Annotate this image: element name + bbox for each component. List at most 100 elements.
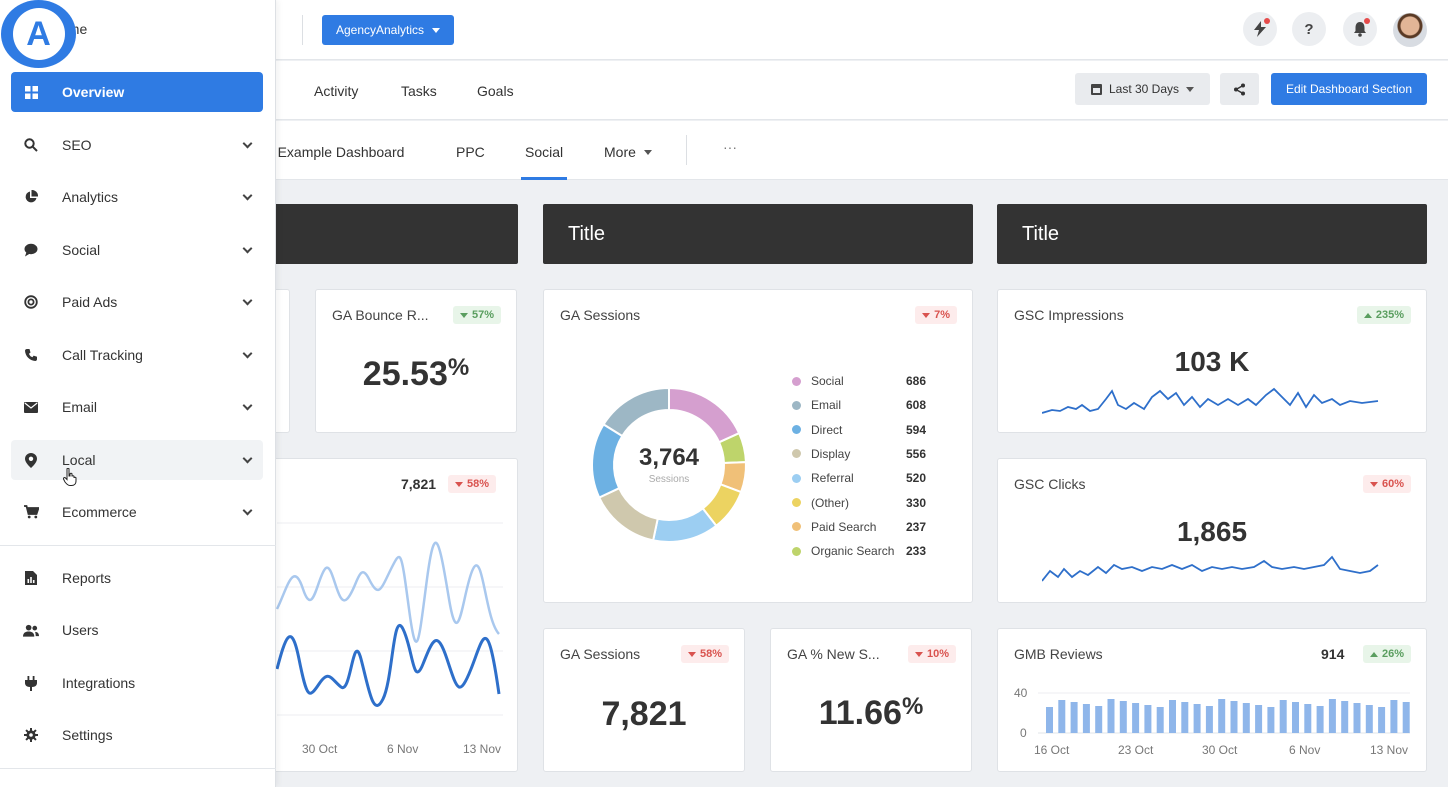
legend-swatch (792, 425, 801, 435)
chat-bubble-icon (23, 242, 39, 258)
user-avatar[interactable] (1393, 13, 1427, 47)
subtab-example-dashboard[interactable]: et Example Dashboard (262, 144, 405, 160)
trend-up-icon (1369, 651, 1378, 657)
date-range-button[interactable]: Last 30 Days (1075, 73, 1210, 105)
subtab-more-label: More (604, 144, 636, 160)
change-badge: 235% (1356, 306, 1411, 324)
ga-sessions-donut-card: GA Sessions 7% 3,764 Sessions Social 686 E… (543, 289, 973, 603)
sidebar-item-paid-ads[interactable]: Paid Ads (11, 282, 263, 322)
agencyanalytics-logo[interactable]: A (1, 0, 76, 68)
tab-goals[interactable]: Goals (477, 83, 514, 99)
reviews-bar (1267, 707, 1275, 733)
reviews-bar (1144, 705, 1152, 733)
tab-tasks[interactable]: Tasks (401, 83, 437, 99)
header-divider (302, 15, 303, 45)
change-value: 7% (934, 309, 950, 321)
users-icon (23, 622, 39, 638)
donut-slice-social[interactable] (668, 386, 741, 444)
trend-down-icon (914, 651, 923, 657)
change-value: 235% (1375, 309, 1404, 321)
change-badge: 60% (1362, 475, 1411, 493)
legend-value: 594 (906, 422, 927, 437)
sidebar-item-local[interactable]: Local (11, 440, 263, 480)
subtab-ppc[interactable]: PPC (456, 144, 485, 160)
sparkline-path (1042, 387, 1379, 414)
sidebar-item-users[interactable]: Users (11, 610, 263, 650)
ga-sessions-line-card: 7,821 58% 30 Oct 6 Nov 13 Nov (240, 458, 518, 772)
chevron-down-icon (242, 348, 253, 359)
date-range-label: Last 30 Days (1108, 82, 1180, 96)
x-tick-label: 30 Oct (302, 742, 338, 756)
change-badge: 7% (915, 306, 957, 324)
pie-chart-icon (23, 189, 39, 205)
reviews-bar (1304, 704, 1312, 733)
chevron-down-icon (242, 453, 253, 464)
reviews-bar (1156, 707, 1164, 733)
reviews-bar (1046, 707, 1053, 733)
legend-value: 556 (906, 446, 927, 461)
tab-activity[interactable]: Activity (314, 83, 359, 99)
edit-dashboard-section-button[interactable]: Edit Dashboard Section (1271, 73, 1427, 105)
pointer-cursor-icon (62, 467, 77, 491)
x-tick-label: 6 Nov (1289, 743, 1321, 757)
card-title: GA % New S... (787, 646, 880, 662)
donut-slice-email[interactable] (602, 386, 670, 438)
card-title: GA Sessions (560, 646, 641, 662)
subtab-social[interactable]: Social (520, 144, 568, 180)
legend-label: Social (811, 374, 844, 388)
subtab-more[interactable]: More (604, 144, 652, 160)
more-options-icon[interactable]: ··· (723, 139, 737, 155)
whats-new-button[interactable] (1243, 12, 1277, 46)
donut-slice-referral[interactable] (651, 507, 718, 543)
reviews-bar (1169, 700, 1176, 733)
reviews-bar (1316, 706, 1324, 733)
legend-item: Organic Search 233 (792, 544, 926, 558)
caret-down-icon (1186, 86, 1195, 92)
donut-slice-display[interactable] (597, 486, 659, 542)
reviews-bar (1095, 706, 1103, 733)
agency-selector-button[interactable]: AgencyAnalytics (322, 15, 454, 45)
sidebar-item-label: Email (62, 399, 98, 415)
share-button[interactable] (1220, 73, 1259, 105)
sidebar-item-analytics[interactable]: Analytics (11, 177, 263, 217)
subtab-divider (686, 135, 687, 165)
reviews-bar (1107, 699, 1115, 733)
notification-dot (1264, 18, 1270, 24)
legend-item: Email 608 (792, 398, 926, 412)
search-icon (23, 137, 39, 153)
sidebar-item-ecommerce[interactable]: Ecommerce (11, 492, 263, 532)
change-value: 10% (926, 648, 949, 660)
card-title: GMB Reviews (1014, 646, 1103, 662)
gear-icon (23, 727, 39, 743)
reviews-bar (1181, 702, 1189, 733)
legend-item: Social 686 (792, 374, 926, 388)
sidebar-divider (0, 545, 276, 546)
sidebar-item-overview[interactable]: Overview (11, 72, 263, 112)
sidebar-item-integrations[interactable]: Integrations (11, 663, 263, 703)
reviews-bar (1255, 705, 1263, 733)
chevron-down-icon (242, 243, 253, 254)
legend-label: Email (811, 398, 842, 413)
gsc-impressions-card: GSC Impressions 235% 103 K (997, 289, 1427, 433)
sidebar-item-call-tracking[interactable]: Call Tracking (11, 335, 263, 375)
envelope-icon (23, 399, 39, 415)
section-title-bar-1 (250, 204, 518, 264)
section-title-bar-2: Title (543, 204, 973, 264)
legend-swatch (792, 400, 801, 410)
help-button[interactable]: ? (1292, 12, 1326, 46)
section-title: Title (568, 222, 606, 245)
sidebar-item-settings[interactable]: Settings (11, 715, 263, 755)
notifications-button[interactable] (1343, 12, 1377, 46)
caret-down-icon (432, 27, 441, 33)
legend-item: (Other) 330 (792, 496, 926, 510)
sidebar-item-email[interactable]: Email (11, 387, 263, 427)
sidebar-item-social[interactable]: Social (11, 230, 263, 270)
legend-label: (Other) (811, 495, 850, 510)
sidebar-item-reports[interactable]: Reports (11, 558, 263, 598)
sidebar-item-seo[interactable]: SEO (11, 125, 263, 165)
reviews-bar (1205, 706, 1213, 733)
metric-number: 11.66 (818, 694, 902, 732)
metric-value: 1,865 (1176, 516, 1248, 547)
legend-value: 520 (906, 471, 927, 486)
legend-item: Paid Search 237 (792, 520, 926, 534)
